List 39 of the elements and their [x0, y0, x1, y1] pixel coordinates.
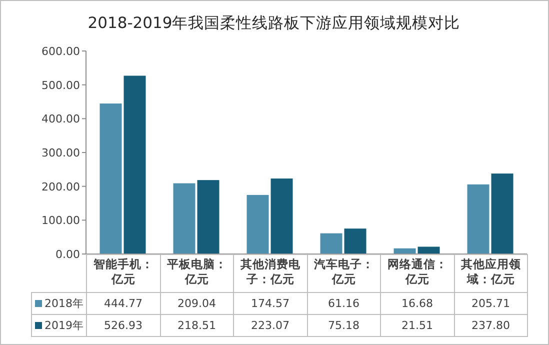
x-tick-label: 智能手机：亿元 — [86, 254, 160, 292]
bar — [100, 104, 122, 254]
x-tick-label: 其他消费电子：亿元 — [234, 254, 307, 292]
data-label: 223.07 — [234, 314, 307, 336]
y-tick-label: 300.00 — [42, 146, 80, 160]
data-label: 174.57 — [234, 292, 307, 314]
bar — [246, 194, 269, 254]
data-label: 218.51 — [160, 314, 234, 336]
data-label: 237.80 — [454, 314, 528, 336]
bar — [270, 178, 293, 254]
data-label: 16.68 — [380, 292, 454, 314]
y-tick-label: 500.00 — [42, 78, 80, 92]
legend-label: 2019年 — [32, 314, 86, 336]
y-tick-label: 600.00 — [42, 45, 80, 58]
data-label: 75.18 — [307, 314, 380, 336]
bar — [467, 184, 490, 254]
data-label: 205.71 — [454, 292, 528, 314]
bar — [124, 76, 146, 254]
y-tick-label: 100.00 — [42, 214, 80, 228]
bar — [491, 174, 514, 254]
data-label: 444.77 — [86, 292, 160, 314]
y-tick-label: 400.00 — [42, 112, 80, 126]
chart-title: 2018-2019年我国柔性线路板下游应用领域规模对比 — [88, 14, 460, 32]
x-tick-label: 平板电脑：亿元 — [160, 254, 234, 292]
data-label: 526.93 — [86, 314, 160, 336]
bar — [320, 233, 342, 254]
legend-label: 2018年 — [32, 292, 86, 314]
bar — [344, 228, 366, 254]
data-label: 21.51 — [380, 314, 454, 336]
x-tick-label: 汽车电子：亿元 — [307, 254, 380, 292]
data-label: 209.04 — [160, 292, 234, 314]
y-tick-label: 0.00 — [56, 248, 80, 261]
x-tick-label: 网络通信：亿元 — [380, 254, 454, 292]
y-tick-label: 200.00 — [42, 180, 80, 194]
data-label: 61.16 — [307, 292, 380, 314]
bar — [197, 180, 220, 254]
x-tick-label: 其他应用领域：亿元 — [454, 254, 528, 292]
bar — [173, 183, 196, 254]
bar — [418, 246, 440, 254]
